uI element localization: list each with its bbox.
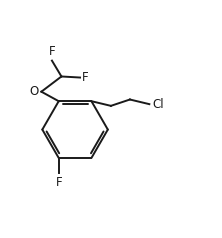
Text: F: F xyxy=(55,176,62,189)
Text: Cl: Cl xyxy=(152,98,164,111)
Text: O: O xyxy=(30,85,39,98)
Text: F: F xyxy=(82,71,89,84)
Text: F: F xyxy=(49,45,55,58)
